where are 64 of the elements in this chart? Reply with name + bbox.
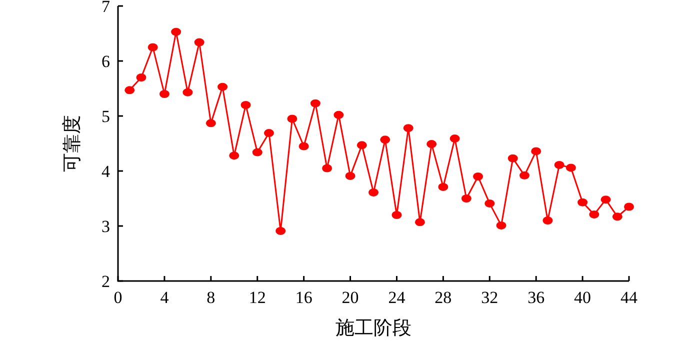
point bbox=[612, 212, 622, 221]
point bbox=[578, 198, 588, 206]
point bbox=[426, 140, 437, 148]
point bbox=[414, 218, 425, 226]
point bbox=[276, 226, 286, 235]
x-tick-label: 0 bbox=[114, 288, 122, 307]
x-tick-label: 40 bbox=[574, 288, 592, 307]
point bbox=[240, 101, 251, 109]
point bbox=[403, 124, 414, 132]
point bbox=[508, 154, 518, 162]
point bbox=[438, 182, 448, 191]
y-tick-label: 5 bbox=[102, 107, 110, 126]
point bbox=[473, 172, 484, 180]
point bbox=[519, 171, 530, 180]
point bbox=[159, 90, 170, 98]
y-axis-title: 可靠度 bbox=[61, 115, 83, 172]
point bbox=[334, 110, 344, 119]
point bbox=[624, 202, 634, 211]
x-axis-title: 施工阶段 bbox=[336, 318, 412, 339]
x-tick-label: 16 bbox=[295, 288, 312, 307]
x-tick-label: 36 bbox=[528, 288, 545, 307]
y-tick-label: 4 bbox=[102, 162, 110, 181]
point bbox=[298, 142, 309, 150]
point bbox=[136, 74, 146, 82]
point bbox=[368, 188, 378, 196]
point bbox=[194, 38, 204, 46]
point bbox=[356, 141, 367, 150]
y-tick-label: 3 bbox=[102, 217, 110, 236]
point bbox=[229, 152, 240, 160]
point bbox=[484, 199, 495, 208]
point bbox=[450, 134, 460, 143]
x-tick-label: 44 bbox=[620, 288, 638, 307]
point bbox=[345, 172, 356, 180]
point bbox=[287, 114, 298, 123]
point bbox=[566, 164, 576, 172]
point bbox=[206, 119, 216, 128]
x-tick-label: 28 bbox=[434, 288, 452, 307]
point bbox=[264, 129, 274, 138]
y-tick-label: 6 bbox=[102, 52, 110, 71]
x-tick-label: 32 bbox=[481, 288, 498, 307]
point bbox=[496, 221, 506, 230]
y-tick-label: 7 bbox=[102, 0, 110, 16]
point bbox=[380, 136, 390, 144]
point bbox=[171, 28, 182, 36]
point bbox=[554, 160, 564, 169]
x-tick-label: 8 bbox=[206, 288, 216, 307]
point bbox=[461, 194, 472, 202]
point bbox=[182, 88, 193, 96]
point bbox=[148, 43, 158, 52]
x-tick-label: 4 bbox=[160, 288, 170, 307]
point bbox=[124, 86, 135, 94]
point bbox=[589, 210, 600, 218]
point bbox=[542, 216, 553, 224]
x-tick-label: 12 bbox=[248, 288, 266, 307]
point bbox=[218, 82, 228, 91]
x-tick-label: 24 bbox=[388, 288, 406, 307]
point bbox=[600, 196, 611, 204]
point bbox=[252, 148, 262, 156]
point bbox=[531, 147, 542, 156]
point bbox=[310, 99, 320, 108]
y-tick-label: 2 bbox=[102, 272, 110, 291]
point bbox=[392, 211, 402, 219]
point bbox=[322, 164, 332, 172]
x-tick-label: 20 bbox=[342, 288, 359, 307]
